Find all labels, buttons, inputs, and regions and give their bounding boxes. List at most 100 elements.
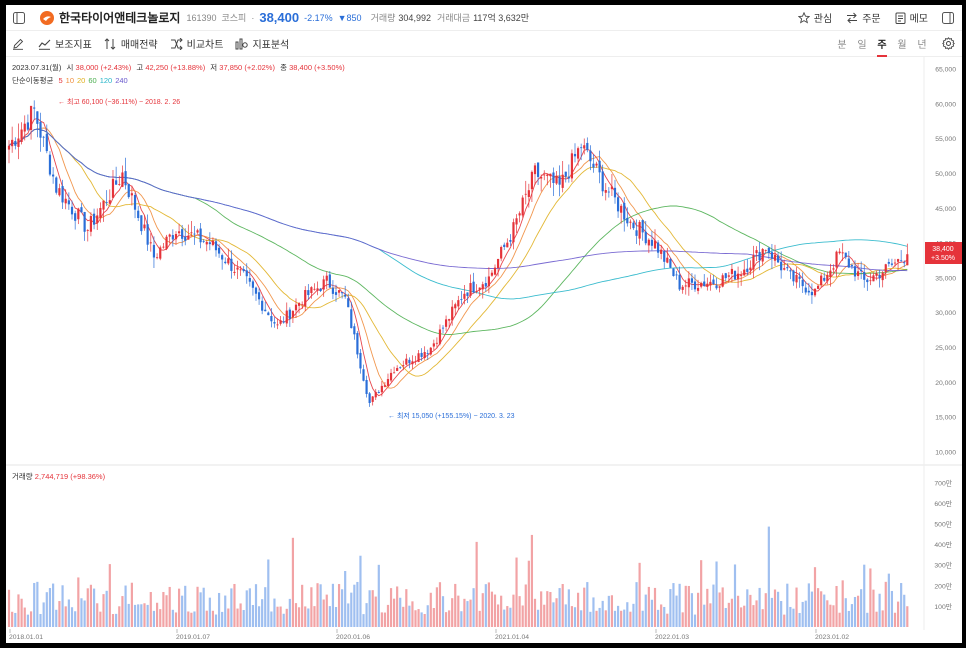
volume-bar: [755, 600, 758, 627]
volume-bar: [331, 583, 335, 627]
candle-body: [155, 257, 159, 259]
gear-icon[interactable]: [942, 37, 955, 50]
candle-body: [140, 215, 143, 232]
price-chart[interactable]: 65,00060,00055,00050,00045,00040,00035,0…: [6, 5, 962, 643]
volume-bar: [693, 614, 697, 627]
memo-button[interactable]: 메모: [895, 10, 928, 25]
candle-body: [451, 306, 454, 321]
volume-bar: [365, 603, 368, 627]
candle-body: [74, 213, 77, 221]
volume-bar: [798, 612, 801, 627]
change-percent: -2.17%: [304, 12, 333, 23]
strategy-button[interactable]: 매매전략: [104, 36, 158, 51]
volume-bar: [533, 598, 537, 627]
candle-body: [257, 292, 261, 300]
candle-body: [331, 287, 335, 294]
volume-bar: [362, 614, 365, 627]
candle-body: [761, 249, 764, 262]
volume-bar: [190, 612, 193, 627]
ma-line-240: [8, 128, 908, 272]
volume-bar: [83, 600, 86, 627]
candle-body: [881, 272, 884, 281]
volume-bar: [524, 584, 527, 627]
candle-body: [245, 270, 248, 277]
close-pct: (+3.50%): [314, 63, 345, 72]
candle-body: [783, 268, 786, 270]
volume-bar: [733, 564, 737, 627]
volume-bar: [316, 583, 319, 627]
pencil-icon[interactable]: [12, 38, 24, 50]
volume-bar: [530, 534, 534, 627]
order-button[interactable]: 주문: [846, 10, 881, 25]
candle-body: [58, 188, 61, 196]
moving-average-legend[interactable]: 단순이동평균 5 10 20 60 120 240: [12, 75, 128, 86]
volume-tick-label: 200만: [934, 581, 952, 590]
volume-bar: [847, 610, 850, 627]
volume-bar: [239, 603, 242, 627]
volume-bar: [429, 592, 432, 627]
candle-body: [780, 261, 783, 271]
volume-bar: [291, 537, 295, 627]
candle-body: [181, 229, 184, 239]
open-label: 시: [66, 63, 74, 72]
favorite-button[interactable]: 관심: [797, 10, 832, 25]
indicators-button[interactable]: 보조지표: [38, 36, 92, 51]
candle-body: [567, 176, 570, 179]
period-tab-3[interactable]: 월: [897, 40, 907, 51]
ma-period-120: 120: [99, 76, 113, 85]
sidebar-toggle-icon[interactable]: [12, 11, 26, 25]
candle-body: [217, 247, 221, 254]
panel-toggle-icon[interactable]: [942, 11, 954, 24]
compare-button[interactable]: 비교차트: [170, 36, 223, 51]
candle-body: [666, 257, 669, 263]
period-tab-2[interactable]: 주: [872, 36, 892, 57]
volume-bar: [543, 604, 546, 627]
volume-bar: [402, 606, 405, 627]
candle-body: [347, 298, 350, 308]
volume-bar: [242, 610, 245, 627]
volume-bar: [64, 606, 67, 627]
volume-bar: [644, 594, 647, 627]
volume-bar: [108, 564, 111, 627]
volume-info-label: 거래량: [12, 472, 33, 481]
period-tab-4[interactable]: 년: [917, 40, 927, 51]
price-tick-label: 35,000: [935, 275, 956, 282]
current-price-badge: 38,400 +3.50%: [925, 242, 962, 264]
volume-bar: [11, 611, 14, 627]
memo-icon: [895, 12, 906, 24]
volume-bar: [896, 601, 900, 627]
volume-bar: [829, 604, 832, 627]
volume-bar: [224, 595, 227, 627]
volume-bar: [313, 606, 316, 627]
candle-body: [678, 274, 681, 290]
candle-body: [111, 178, 115, 198]
volume-bar: [561, 584, 564, 627]
volume-bar: [481, 593, 484, 627]
candle-body: [52, 174, 55, 177]
period-tab-0[interactable]: 분: [837, 40, 847, 51]
volume-bar: [405, 589, 408, 627]
volume-bar: [304, 606, 307, 627]
volume-bar: [457, 595, 460, 627]
x-tick-label: 2018.01.01: [9, 634, 43, 641]
high-value: 42,250: [145, 63, 169, 72]
volume-bar: [613, 610, 617, 627]
candle-body: [466, 292, 469, 296]
candle-body: [472, 281, 475, 293]
volume-bar: [177, 588, 181, 627]
candle-body: [267, 312, 270, 316]
candle-body: [675, 274, 678, 276]
candle-body: [411, 361, 414, 365]
candle-body: [353, 326, 356, 335]
period-tab-1[interactable]: 일: [857, 40, 867, 51]
analysis-button[interactable]: 지표분석: [235, 36, 289, 51]
candle-body: [613, 187, 617, 198]
volume-bar: [159, 609, 162, 627]
volume-bar: [371, 590, 374, 627]
candle-body: [457, 300, 460, 307]
ma-line-20: [8, 128, 908, 377]
candle-body: [67, 200, 70, 205]
candle-body: [396, 368, 399, 372]
candle-body: [580, 147, 583, 149]
candle-body: [70, 206, 74, 215]
